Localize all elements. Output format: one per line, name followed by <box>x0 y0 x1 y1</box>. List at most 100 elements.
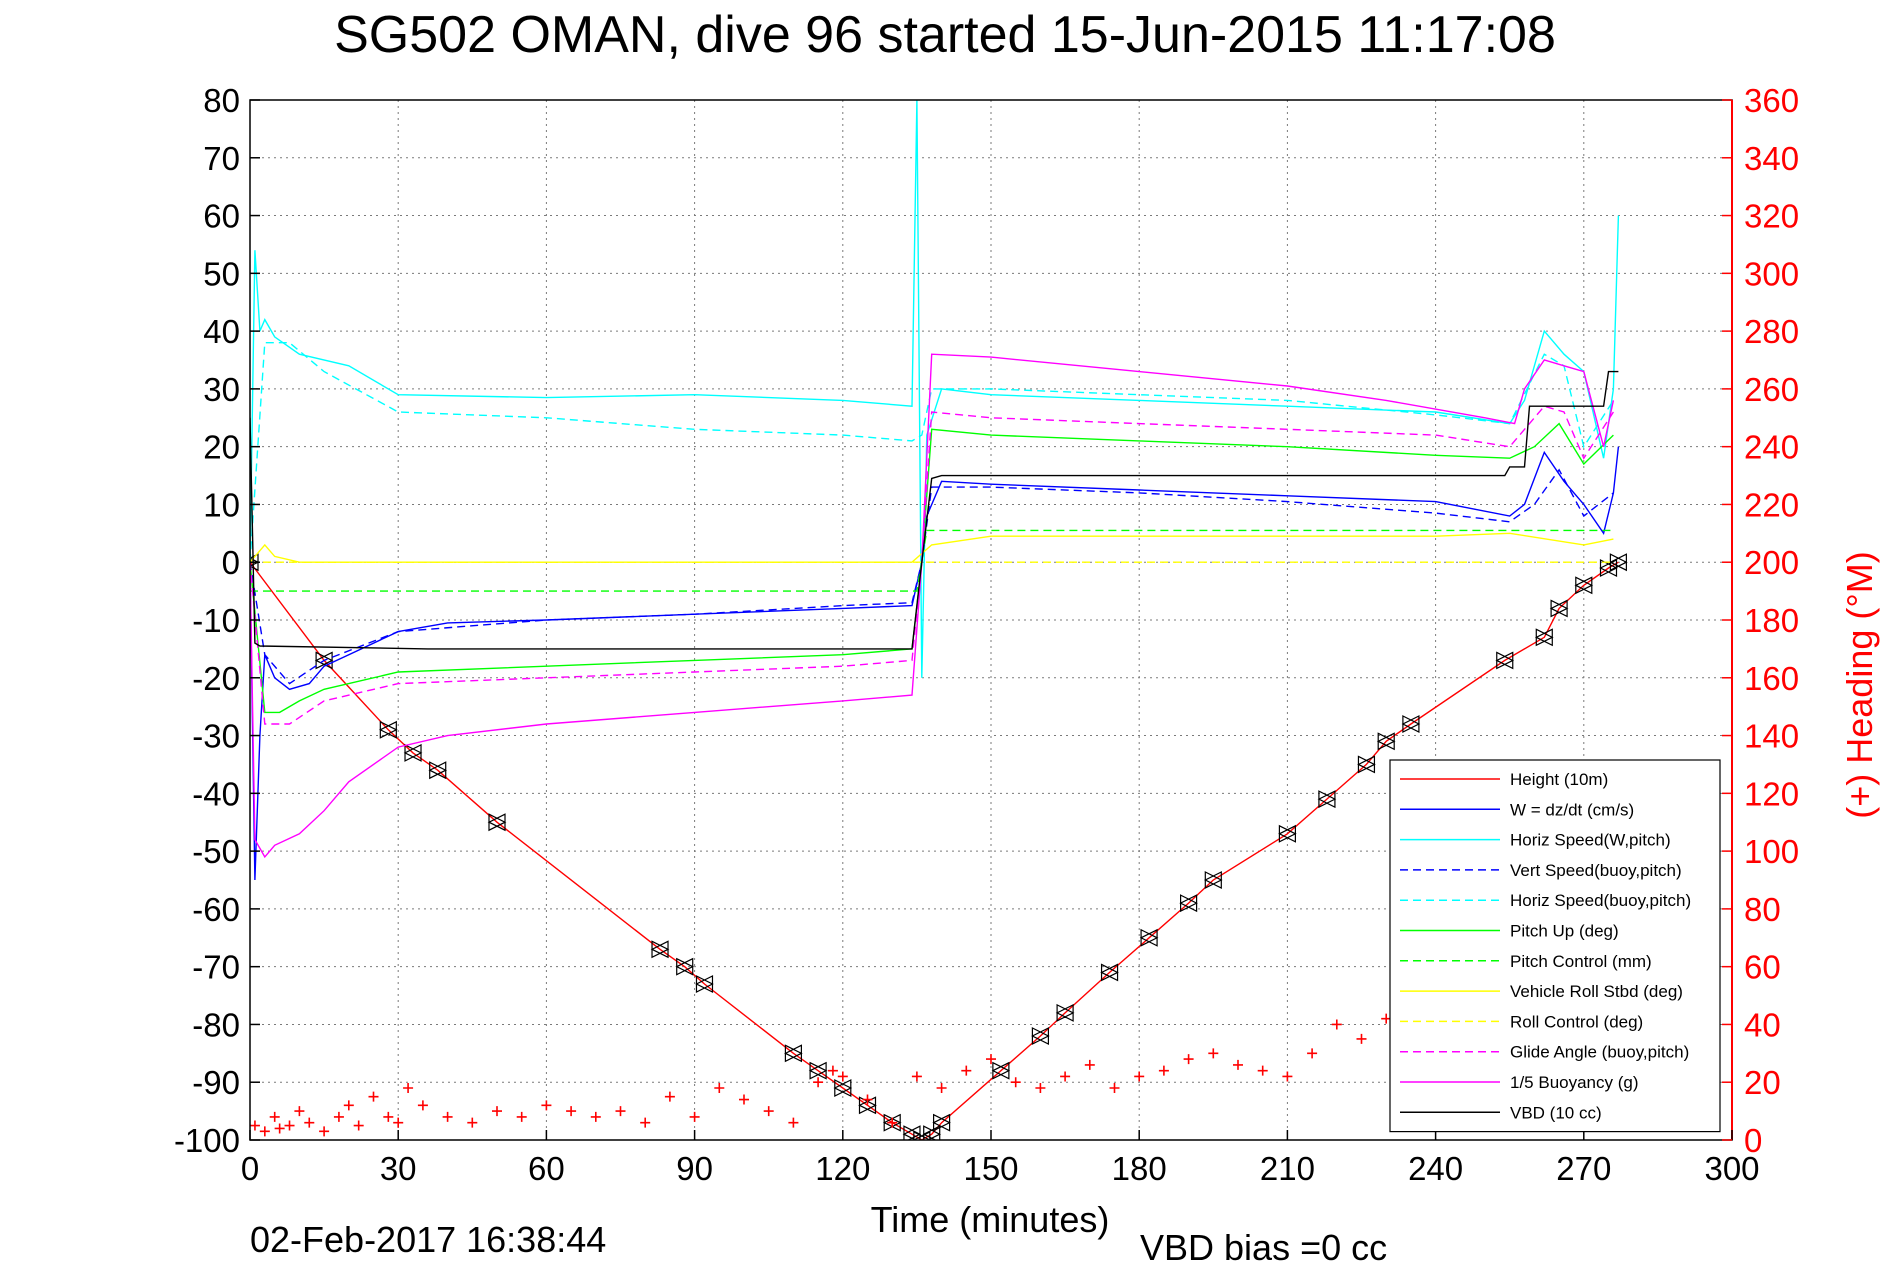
x-tick-label: 240 <box>1408 1150 1463 1187</box>
y-tick-label: -70 <box>192 949 240 986</box>
heading-point <box>1208 1048 1219 1059</box>
y-right-tick-label: 300 <box>1744 255 1799 292</box>
y-tick-label: 80 <box>203 82 240 119</box>
y-right-tick-label: 100 <box>1744 833 1799 870</box>
heading-point <box>1356 1033 1367 1044</box>
legend-label: Height (10m) <box>1510 770 1608 789</box>
y-tick-label: 30 <box>203 371 240 408</box>
height-marker <box>1609 553 1628 572</box>
y-right-tick-label: 160 <box>1744 660 1799 697</box>
footer-vbd-bias: VBD bias =0 cc <box>1140 1227 1387 1262</box>
height-marker <box>922 1125 942 1140</box>
legend: Height (10m) W = dz/dt (cm/s) Horiz Speed(… <box>1389 759 1721 1133</box>
x-tick-label: 0 <box>241 1150 259 1187</box>
heading-point <box>353 1120 364 1131</box>
height-marker <box>650 940 670 959</box>
height-marker <box>1139 928 1159 947</box>
series-11 <box>250 370 1619 650</box>
series-line <box>250 529 1614 592</box>
y-right-tick-label: 220 <box>1744 486 1799 523</box>
height-marker <box>675 957 695 976</box>
heading-point <box>383 1111 394 1122</box>
legend-label: Pitch Up (deg) <box>1510 922 1619 941</box>
heading-point <box>1307 1048 1318 1059</box>
legend-label: Glide Angle (buoy,pitch) <box>1510 1043 1689 1062</box>
series-line <box>250 561 1619 1140</box>
height-marker <box>1495 651 1515 670</box>
y-right-tick-label: 40 <box>1744 1006 1781 1043</box>
height-marker <box>833 1079 853 1097</box>
heading-point <box>664 1091 675 1102</box>
y-tick-label: -50 <box>192 833 240 870</box>
x-tick-label: 90 <box>676 1150 713 1187</box>
height-marker <box>1534 628 1554 647</box>
series-line <box>250 342 1614 563</box>
heading-point <box>1010 1077 1021 1088</box>
height-marker <box>1031 1027 1050 1045</box>
heading-point <box>689 1111 700 1122</box>
legend-label: VBD (10 cc) <box>1510 1103 1602 1122</box>
legend-box <box>1389 759 1721 1133</box>
height-marker <box>1055 1003 1075 1022</box>
height-marker <box>1100 963 1119 982</box>
heading-point <box>911 1071 922 1082</box>
heading-point <box>1134 1071 1145 1082</box>
heading-point <box>259 1126 270 1137</box>
heading-point <box>274 1123 285 1134</box>
height-marker <box>902 1125 922 1140</box>
heading-point <box>442 1111 453 1122</box>
series-layer <box>250 100 1628 1140</box>
heading-point <box>1084 1059 1095 1070</box>
height-marker <box>1179 894 1198 913</box>
series-9 <box>250 405 1614 725</box>
y-tick-label: -20 <box>192 660 240 697</box>
y-right-tick-label: 260 <box>1744 371 1799 408</box>
y-tick-label: -40 <box>192 775 240 812</box>
height-marker <box>1203 871 1223 889</box>
y-right-tick-label: 340 <box>1744 140 1799 177</box>
y-right-tick-label: 0 <box>1744 1122 1762 1159</box>
legend-label: Horiz Speed(W,pitch) <box>1510 831 1671 850</box>
legend-label: Pitch Control (mm) <box>1510 952 1652 971</box>
heading-point <box>1257 1065 1268 1076</box>
heading-point <box>393 1117 404 1128</box>
heading-point <box>936 1083 947 1093</box>
heading-point <box>837 1071 848 1082</box>
series-2 <box>250 100 1620 678</box>
series-line <box>250 405 1614 725</box>
height-marker <box>1549 599 1569 618</box>
y-right-tick-label: 320 <box>1744 198 1799 235</box>
height-marker <box>932 1113 951 1132</box>
y-right-tick-label: 200 <box>1744 544 1799 581</box>
heading-point <box>250 1120 260 1131</box>
footer-timestamp: 02-Feb-2017 16:38:44 <box>250 1219 606 1260</box>
y-right-tick-label: 80 <box>1744 891 1781 928</box>
y-right-tick-label: 360 <box>1744 82 1799 119</box>
heading-point <box>640 1117 651 1128</box>
heading-point <box>269 1111 280 1122</box>
x-tick-label: 150 <box>963 1150 1018 1187</box>
height-marker <box>314 651 334 670</box>
series-line <box>250 370 1619 650</box>
heading-point <box>827 1065 838 1076</box>
heading-point <box>333 1111 344 1122</box>
heading-point <box>403 1083 414 1093</box>
height-marker <box>1357 755 1376 774</box>
heading-point <box>566 1106 577 1117</box>
heading-point <box>417 1100 428 1111</box>
series-6 <box>250 529 1614 592</box>
heading-point <box>319 1126 330 1137</box>
y-tick-label: 0 <box>222 544 240 581</box>
legend-label: Horiz Speed(buoy,pitch) <box>1510 891 1691 910</box>
legend-label: Vehicle Roll Stbd (deg) <box>1510 982 1683 1001</box>
heading-point <box>739 1094 749 1105</box>
heading-point <box>368 1091 379 1102</box>
heading-point <box>294 1106 305 1117</box>
y-right-tick-label: 120 <box>1744 775 1799 812</box>
height-marker <box>1574 576 1594 595</box>
x-axis-title: Time (minutes) <box>871 1199 1110 1240</box>
y-right-tick-label: 180 <box>1744 602 1799 639</box>
x-tick-label: 180 <box>1112 1150 1167 1187</box>
y-tick-label: -10 <box>192 602 240 639</box>
heading-point <box>1331 1019 1342 1030</box>
